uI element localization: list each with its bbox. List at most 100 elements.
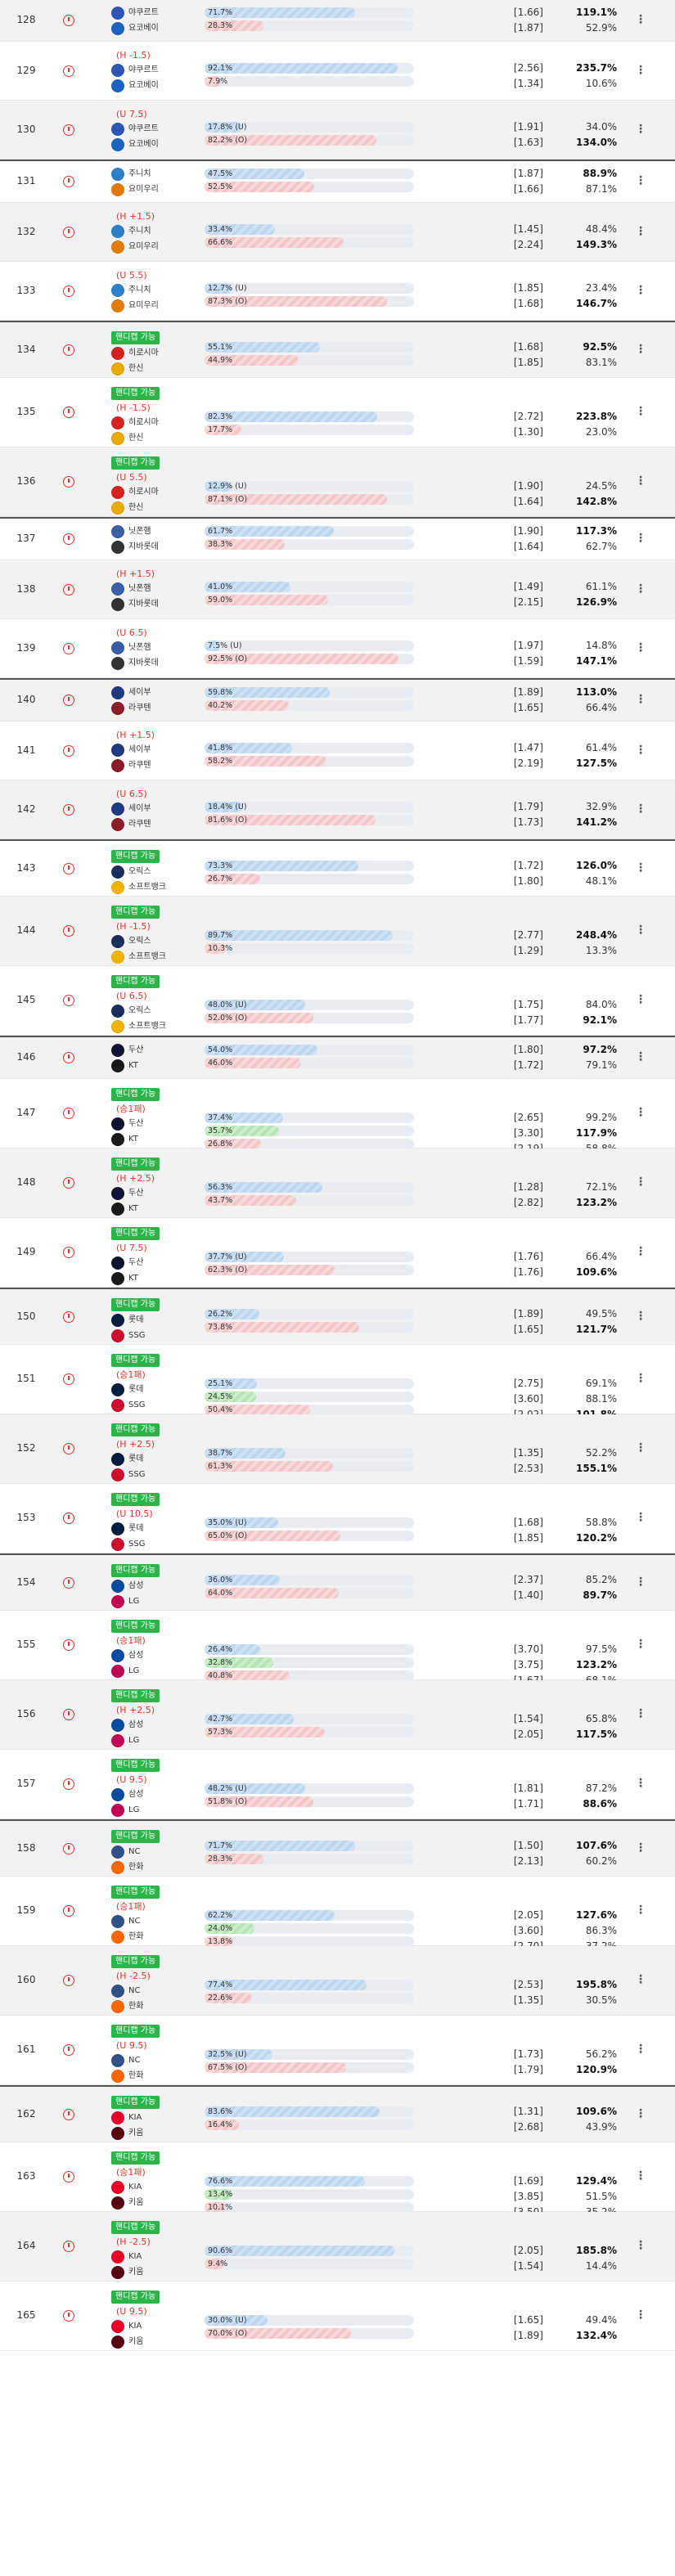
match-row[interactable]: 148 핸디캡 가능 (H +2.5) 두산 KT 56.3% 43.7% [1.28] [2.… <box>0 1149 675 1218</box>
more-icon[interactable]: ⋮ <box>635 1245 646 1258</box>
match-row[interactable]: 149 핸디캡 가능 (U 7.5) 두산 KT 37.7% (U) 62.3% (O) [1… <box>0 1218 675 1288</box>
more-icon[interactable]: ⋮ <box>635 1973 646 1986</box>
match-row[interactable]: 137 닛폰햄 지바롯데 61.7% 38.3% [1.90] [1.64] 117.3% 62… <box>0 517 675 560</box>
team-name: 키움 <box>128 2129 144 2138</box>
more-icon[interactable]: ⋮ <box>635 1050 646 1063</box>
more-icon[interactable]: ⋮ <box>635 1904 646 1917</box>
team-logo <box>111 1930 124 1944</box>
match-row[interactable]: 142 (U 6.5) 세이부 라쿠텐 18.4% (U) 81.6% (O) [1.79]… <box>0 780 675 839</box>
handicap-available-badge: 핸디캡 가능 <box>111 1354 160 1367</box>
more-icon[interactable]: ⋮ <box>635 2169 646 2183</box>
more-icon[interactable]: ⋮ <box>635 802 646 816</box>
match-row[interactable]: 140 세이부 라쿠텐 59.8% 40.2% [1.89] [1.65] 113.0% 66.… <box>0 678 675 722</box>
more-icon[interactable]: ⋮ <box>635 174 646 187</box>
more-icon[interactable]: ⋮ <box>635 532 646 545</box>
vote-bar-fill <box>205 494 387 505</box>
vote-bar-fill <box>205 582 290 592</box>
match-row[interactable]: 154 핸디캡 가능 삼성 LG 36.0% 64.0% [2.37] [1.40] 85.2%… <box>0 1553 675 1611</box>
match-row[interactable]: 143 핸디캡 가능 오릭스 소프트뱅크 73.3% 26.7% [1.72] [1.80] 1… <box>0 839 675 897</box>
match-row[interactable]: 135 핸디캡 가능 (H -1.5) 히로시마 한신 82.3% 17.7% [2.72][… <box>0 378 675 447</box>
team-name: 히로시마 <box>128 418 159 427</box>
match-row[interactable]: 164 핸디캡 가능 (H -2.5) KIA 키움 90.6% 9.4% [2.05] [1.… <box>0 2212 675 2282</box>
more-icon[interactable]: ⋮ <box>635 13 646 26</box>
match-row[interactable]: 134 핸디캡 가능 히로시마 한신 55.1% 44.9% [1.68] [1.85] 92.… <box>0 321 675 378</box>
more-icon[interactable]: ⋮ <box>635 1638 646 1651</box>
team-name: 삼성 <box>128 1720 144 1729</box>
match-row[interactable]: 159 핸디캡 가능 (승1패) NC 한화 62.2% 24.0% 13.8% [2.05] [… <box>0 1877 675 1952</box>
match-row[interactable]: 161 핸디캡 가능 (U 9.5) NC 한화 32.5% (U) 67.5% (O) [1… <box>0 2016 675 2085</box>
return-rate: 97.5% <box>585 1643 617 1655</box>
more-icon[interactable]: ⋮ <box>635 1372 646 1385</box>
match-row[interactable]: 165 핸디캡 가능 (U 9.5) KIA 키움 30.0% (U) 70.0% (O) [… <box>0 2282 675 2351</box>
match-row[interactable]: 131 주니치 요미우리 47.5% 52.5% [1.87] [1.66] 88.9% 87.… <box>0 160 675 203</box>
more-icon[interactable]: ⋮ <box>635 861 646 874</box>
match-row[interactable]: 128 야쿠르트 요코베이 71.7% 28.3% [1.66] [1.87] 119.1% 5… <box>0 0 675 42</box>
more-icon[interactable]: ⋮ <box>635 1707 646 1720</box>
match-row[interactable]: 153 핸디캡 가능 (U 10.5) 롯데 SSG 35.0% (U) 65.0% (O)… <box>0 1484 675 1553</box>
vote-bars: 83.6% 16.4% <box>205 2104 414 2133</box>
match-row[interactable]: 156 핸디캡 가능 (H +2.5) 삼성 LG 42.7% 57.3% [1.54] [2.… <box>0 1680 675 1750</box>
match-row[interactable]: 132 (H +1.5) 주니치 요미우리 33.4% 66.6% [1.45] [2.24]… <box>0 203 675 262</box>
more-icon[interactable]: ⋮ <box>635 2309 646 2322</box>
match-row[interactable]: 145 핸디캡 가능 (U 6.5) 오릭스 소프트뱅크 48.0% (U) 52.0% (… <box>0 966 675 1036</box>
more-icon[interactable]: ⋮ <box>635 641 646 654</box>
match-row[interactable]: 150 핸디캡 가능 롯데 SSG 26.2% 73.8% [1.89] [1.65] 49.5… <box>0 1288 675 1345</box>
more-icon[interactable]: ⋮ <box>635 2239 646 2252</box>
match-row[interactable]: 147 핸디캡 가능 (승1패) 두산 KT 37.4% 35.7% 26.8% [2.65] [… <box>0 1079 675 1154</box>
more-icon[interactable]: ⋮ <box>635 1106 646 1119</box>
match-row[interactable]: 130 (U 7.5) 야쿠르트 요코베이 17.8% (U) 82.2% (O) [1.9… <box>0 101 675 160</box>
team-name: SSG <box>128 1400 146 1409</box>
vote-bar-fill <box>205 76 222 87</box>
more-icon[interactable]: ⋮ <box>635 342 646 356</box>
more-icon[interactable]: ⋮ <box>635 1309 646 1323</box>
team-logo <box>111 167 124 181</box>
more-icon[interactable]: ⋮ <box>635 63 646 77</box>
more-icon[interactable]: ⋮ <box>635 122 646 136</box>
match-row[interactable]: 151 핸디캡 가능 (승1패) 롯데 SSG 25.1% 24.5% 50.4% [2.75]… <box>0 1345 675 1420</box>
more-icon[interactable]: ⋮ <box>635 1511 646 1524</box>
more-icon[interactable]: ⋮ <box>635 224 646 238</box>
more-icon[interactable]: ⋮ <box>635 1176 646 1189</box>
match-row[interactable]: 141 (H +1.5) 세이부 라쿠텐 41.8% 58.2% [1.47] [2.19] 6… <box>0 722 675 780</box>
odds-value: [1.72] <box>513 860 543 871</box>
odds-value: [1.68] <box>513 298 543 309</box>
handicap-line: (승1패) <box>116 1901 146 1912</box>
match-row[interactable]: 138 (H +1.5) 닛폰햄 지바롯데 41.0% 59.0% [1.49] [2.15]… <box>0 560 675 619</box>
match-row[interactable]: 160 핸디캡 가능 (H -2.5) NC 한화 77.4% 22.6% [2.53] [1.… <box>0 1946 675 2016</box>
more-icon[interactable]: ⋮ <box>635 1441 646 1454</box>
more-icon[interactable]: ⋮ <box>635 1841 646 1854</box>
more-icon[interactable]: ⋮ <box>635 474 646 488</box>
more-icon[interactable]: ⋮ <box>635 283 646 297</box>
vote-percent: 9.4% <box>208 2259 228 2268</box>
vote-bar-fill <box>205 1378 258 1389</box>
more-icon[interactable]: ⋮ <box>635 582 646 596</box>
return-rate: 61.4% <box>585 742 617 753</box>
more-icon[interactable]: ⋮ <box>635 2043 646 2056</box>
match-row[interactable]: 152 핸디캡 가능 (H +2.5) 롯데 SSG 38.7% 61.3% [1.35] [2… <box>0 1414 675 1484</box>
clock-icon <box>63 1373 74 1385</box>
match-row[interactable]: 136 핸디캡 가능 (U 5.5) 히로시마 한신 12.9% (U) 87.1% (O)… <box>0 447 675 517</box>
team-logo <box>111 1186 124 1200</box>
more-icon[interactable]: ⋮ <box>635 1575 646 1589</box>
match-row[interactable]: 146 두산 KT 54.0% 46.0% [1.80] [1.72] 97.2% 79.1% ⋮ <box>0 1036 675 1079</box>
more-icon[interactable]: ⋮ <box>635 405 646 418</box>
match-row[interactable]: 163 핸디캡 가능 (승1패) KIA 키움 76.6% 13.4% 10.1% [1.69]… <box>0 2142 675 2218</box>
match-row[interactable]: 155 핸디캡 가능 (승1패) 삼성 LG 26.4% 32.8% 40.8% [3.70] [… <box>0 1611 675 1686</box>
more-icon[interactable]: ⋮ <box>635 993 646 1006</box>
more-icon[interactable]: ⋮ <box>635 743 646 757</box>
match-row[interactable]: 157 핸디캡 가능 (U 9.5) 삼성 LG 48.2% (U) 51.8% (O) [1… <box>0 1750 675 1819</box>
match-row[interactable]: 158 핸디캡 가능 NC 한화 71.7% 28.3% [1.50] [2.13] 107.6… <box>0 1819 675 1877</box>
clock-icon <box>63 1778 74 1790</box>
more-icon[interactable]: ⋮ <box>635 2106 646 2120</box>
more-icon[interactable]: ⋮ <box>635 693 646 706</box>
match-row[interactable]: 133 (U 5.5) 주니치 요미우리 12.7% (U) 87.3% (O) [1.85… <box>0 262 675 321</box>
vote-percent: 52.5% <box>208 182 233 191</box>
match-row[interactable]: 139 (U 6.5) 닛폰햄 지바롯데 7.5% (U) 92.5% (O) [1.97]… <box>0 619 675 678</box>
more-icon[interactable]: ⋮ <box>635 1777 646 1790</box>
more-icon[interactable]: ⋮ <box>635 924 646 937</box>
clock-icon <box>63 1310 74 1323</box>
match-row[interactable]: 129 (H -1.5) 야쿠르트 요코베이 92.1% 7.9% [2.56] [1.34]… <box>0 42 675 101</box>
match-row[interactable]: 162 핸디캡 가능 KIA 키움 83.6% 16.4% [1.31] [2.68] 109.… <box>0 2085 675 2142</box>
vote-bar-fill <box>205 861 358 871</box>
match-row[interactable]: 144 핸디캡 가능 (H -1.5) 오릭스 소프트뱅크 89.7% 10.3% [2.77… <box>0 897 675 966</box>
